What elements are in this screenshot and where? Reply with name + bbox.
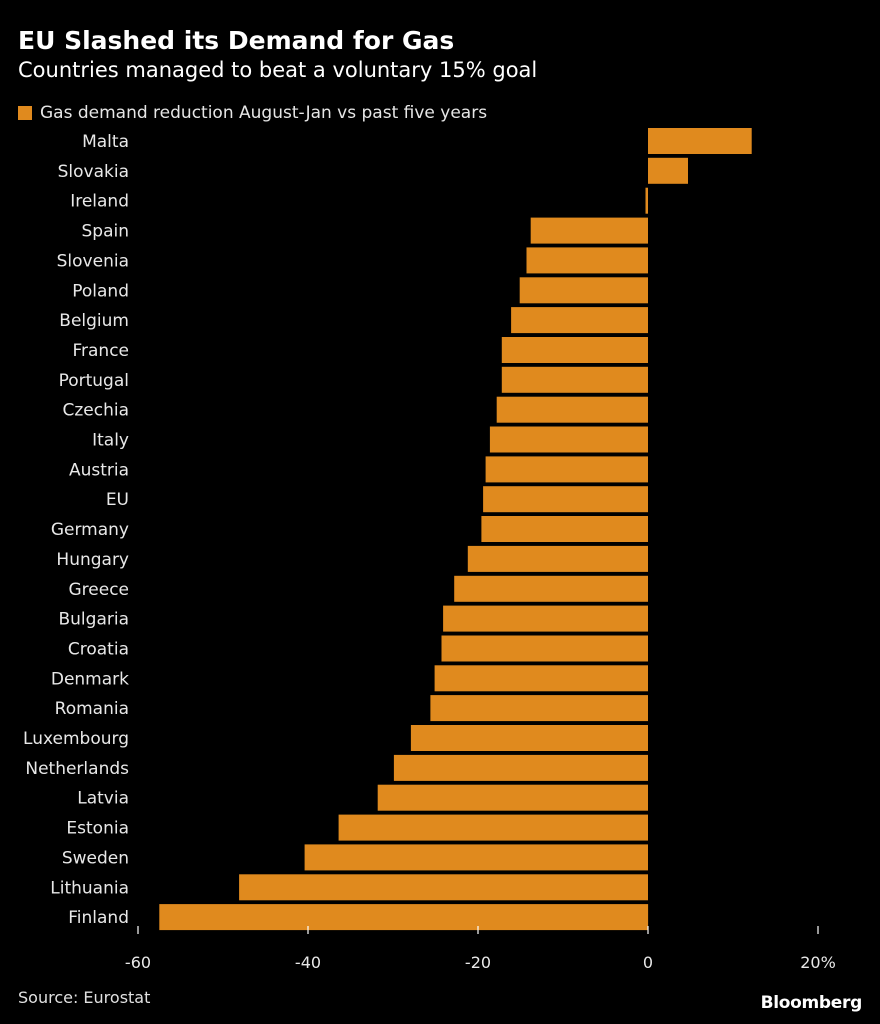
bar-greece <box>454 575 648 602</box>
bar-italy <box>489 426 648 453</box>
category-label: Luxembourg <box>23 729 129 749</box>
category-label: Malta <box>82 132 129 152</box>
category-label: Slovakia <box>58 162 129 182</box>
bar-poland <box>519 277 648 304</box>
bar-netherlands <box>393 754 648 781</box>
category-label: Finland <box>68 908 129 928</box>
x-tick-label: 0 <box>643 953 653 972</box>
category-label: EU <box>106 490 129 510</box>
bar-finland <box>159 904 649 931</box>
category-label: Portugal <box>59 371 129 391</box>
category-label: Italy <box>92 431 129 451</box>
bar-austria <box>485 456 648 483</box>
category-label: Slovenia <box>57 251 129 271</box>
category-label: Greece <box>68 580 129 600</box>
bar-croatia <box>441 635 648 662</box>
category-label: Germany <box>51 520 129 540</box>
bar-hungary <box>467 545 648 572</box>
legend-swatch <box>18 106 32 120</box>
category-label: Sweden <box>62 848 129 868</box>
bloomberg-logo: Bloomberg <box>760 993 863 1013</box>
category-label: Estonia <box>66 819 129 839</box>
category-label: Spain <box>82 222 130 242</box>
category-label: Poland <box>72 281 129 301</box>
bar-germany <box>481 516 648 542</box>
category-label: Croatia <box>68 640 129 660</box>
bar-latvia <box>377 784 648 811</box>
source-note: Source: Eurostat <box>18 988 151 1007</box>
bar-france <box>501 337 648 363</box>
category-label: France <box>72 341 129 361</box>
category-label: Latvia <box>77 789 129 809</box>
category-label: Lithuania <box>50 878 129 898</box>
bar-czechia <box>496 396 648 423</box>
category-label: Netherlands <box>25 759 129 779</box>
category-label: Denmark <box>51 669 129 689</box>
category-label: Ireland <box>70 192 129 212</box>
bar-luxembourg <box>410 725 648 751</box>
category-label: Belgium <box>59 311 129 331</box>
x-tick-label: 20% <box>800 953 836 972</box>
bar-eu <box>483 486 648 513</box>
category-label: Bulgaria <box>59 610 130 630</box>
category-label: Hungary <box>56 550 129 570</box>
legend: Gas demand reduction August-Jan vs past … <box>18 103 487 123</box>
category-label: Romania <box>55 699 129 719</box>
bar-slovenia <box>526 247 648 274</box>
bar-spain <box>530 217 648 244</box>
x-tick-label: -40 <box>295 953 321 972</box>
bar-romania <box>430 695 648 722</box>
chart-subtitle: Countries managed to beat a voluntary 15… <box>18 58 538 82</box>
bar-bulgaria <box>443 605 648 632</box>
category-label: Austria <box>69 460 129 480</box>
bar-malta <box>648 128 752 154</box>
bar-ireland <box>645 187 648 214</box>
bar-slovakia <box>648 157 688 184</box>
legend-label: Gas demand reduction August-Jan vs past … <box>40 103 488 123</box>
bar-denmark <box>434 665 648 692</box>
chart-title: EU Slashed its Demand for Gas <box>18 26 455 55</box>
bar-lithuania <box>239 874 648 901</box>
bar-portugal <box>501 366 648 393</box>
bar-sweden <box>304 844 648 871</box>
category-label: Czechia <box>62 401 129 421</box>
bar-estonia <box>338 814 648 841</box>
bar-belgium <box>511 307 648 334</box>
x-tick-label: -60 <box>125 953 151 972</box>
x-tick-label: -20 <box>465 953 491 972</box>
